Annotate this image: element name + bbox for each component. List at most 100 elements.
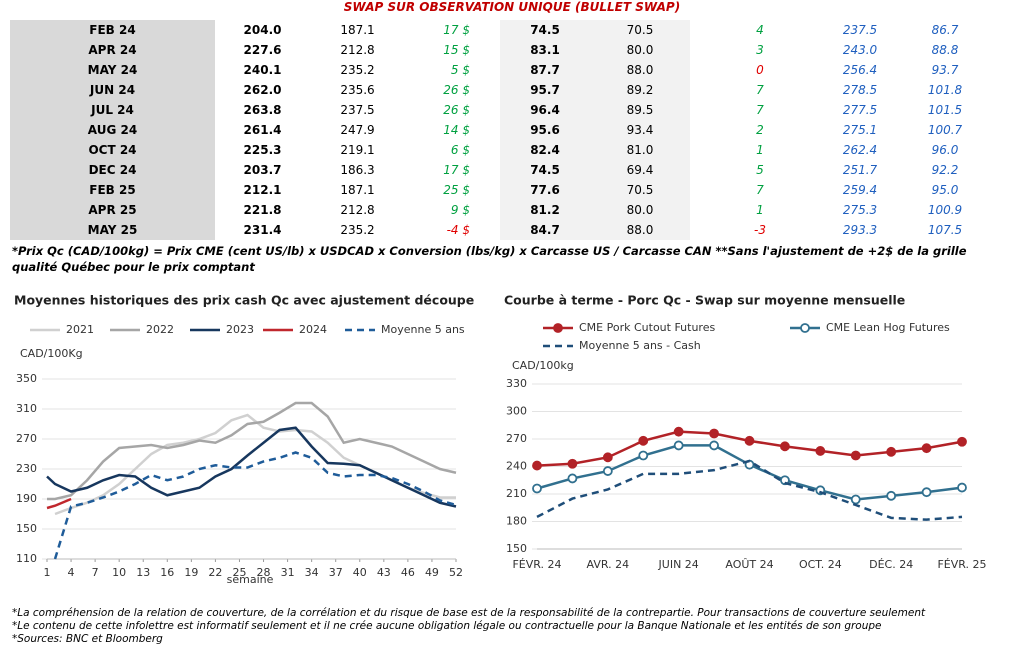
note: *Sources: BNC et Bloomberg xyxy=(12,633,163,645)
table-cell: 100.9 xyxy=(927,203,963,217)
point xyxy=(602,452,613,463)
table-cell: 5 $ xyxy=(450,63,470,77)
table-cell: 7 xyxy=(756,83,764,97)
y-tick-label: 310 xyxy=(16,402,37,415)
point xyxy=(602,466,613,476)
series-line xyxy=(47,401,457,501)
x-tick-label: 49 xyxy=(425,566,439,579)
table-cell: 95.6 xyxy=(500,120,590,140)
table-cell: 88.0 xyxy=(590,220,690,240)
table-cell: 243.0 xyxy=(842,43,878,57)
legend-label: CME Pork Cutout Futures xyxy=(579,321,715,334)
table-cell: -4 $ xyxy=(446,223,470,237)
table-cell: AUG 24 xyxy=(10,120,215,140)
legend-label: 2023 xyxy=(226,323,254,336)
table-cell: MAY 24 xyxy=(10,60,215,80)
table-cell: 93.4 xyxy=(590,120,690,140)
swap-table: FEB 24 204.0 187.1 17 $74.5 70.5 4 237.5 86.7 AP… xyxy=(10,20,1000,240)
table-cell: 186.3 xyxy=(340,163,375,177)
x-tick-label: 7 xyxy=(92,566,99,579)
table-cell: OCT 24 xyxy=(10,140,215,160)
table-cell: 95.0 xyxy=(931,183,959,197)
table-cell: 17 $ xyxy=(443,163,470,177)
table-cell: 231.4 xyxy=(243,223,282,237)
table-cell: 3 xyxy=(756,43,764,57)
footnote: *Prix Qc (CAD/100kg) = Prix CME (cent US… xyxy=(12,244,967,274)
table-cell: 101.8 xyxy=(927,83,963,97)
table-cell: 263.8 xyxy=(243,103,282,117)
table-cell: 6 $ xyxy=(450,143,470,157)
chart-title: Courbe à terme - Porc Qc - Swap sur moye… xyxy=(504,293,905,308)
table-cell: 204.0 xyxy=(243,23,282,37)
table-cell: 212.8 xyxy=(340,203,375,217)
table-cell: 261.4 xyxy=(243,123,282,137)
table-cell: 17 $ xyxy=(443,23,470,37)
point xyxy=(957,436,967,447)
table-cell: 0 xyxy=(756,63,764,77)
x-tick-label: 22 xyxy=(208,566,222,579)
legend-marker xyxy=(800,323,810,333)
table-cell: DEC 24 xyxy=(10,160,215,180)
title: SWAP SUR OBSERVATION UNIQUE (BULLET SWAP… xyxy=(343,0,681,14)
table-cell: 81.0 xyxy=(590,140,690,160)
x-tick-label: 34 xyxy=(305,566,319,579)
legend-label: 2024 xyxy=(299,323,327,336)
legend-marker xyxy=(553,323,563,333)
x-tick-label: FÉVR. 25 xyxy=(937,558,986,571)
table-cell: 275.1 xyxy=(842,123,878,137)
legend-label: Moyenne 5 ans xyxy=(381,323,465,336)
legend-label: 2022 xyxy=(146,323,174,336)
table-cell: 93.7 xyxy=(931,63,959,77)
table-cell: -3 xyxy=(754,223,766,237)
table-cell: 95.7 xyxy=(500,80,590,100)
x-tick-label: 31 xyxy=(281,566,295,579)
table-cell: 9 $ xyxy=(450,203,470,217)
table-cell: 203.7 xyxy=(243,163,282,177)
point xyxy=(744,435,755,446)
point xyxy=(567,458,578,469)
table-cell: 212.8 xyxy=(340,43,375,57)
x-tick-label: 46 xyxy=(401,566,415,579)
note: *Le contenu de cette infolettre est info… xyxy=(12,620,882,632)
legend-label: CME Lean Hog Futures xyxy=(826,321,950,334)
point xyxy=(532,483,542,494)
table-cell: FEB 24 xyxy=(10,20,215,40)
table-cell: 1 xyxy=(756,203,764,217)
table-row: MAY 25 231.4 235.2 -4 $ 84.7 88.0 -3 293.3 107.5 xyxy=(10,220,1000,240)
point xyxy=(921,443,932,454)
table-row: JUL 24 263.8 237.5 26 $ 96.4 89.5 7 277.5 101.5 xyxy=(10,100,1000,120)
table-cell: 277.5 xyxy=(842,103,878,117)
table-cell: 26 $ xyxy=(443,103,470,117)
x-tick-label: 13 xyxy=(136,566,150,579)
point xyxy=(567,473,578,484)
table-cell: 262.4 xyxy=(842,143,878,157)
table-cell: 87.7 xyxy=(500,60,590,80)
table-cell: 82.4 xyxy=(500,140,590,160)
point xyxy=(850,450,861,461)
table-cell: 74.5 xyxy=(500,20,590,40)
y-tick-label: 150 xyxy=(16,522,37,535)
x-tick-label: 25 xyxy=(232,566,246,579)
series-line xyxy=(46,497,72,510)
y-tick-label: 230 xyxy=(16,462,37,475)
x-tick-label: 16 xyxy=(160,566,174,579)
table-cell: 14 $ xyxy=(443,123,470,137)
point xyxy=(850,494,861,505)
table-cell: 70.5 xyxy=(590,20,690,40)
table-cell: 235.2 xyxy=(340,63,375,77)
table-cell: 219.1 xyxy=(340,143,375,157)
table-cell: 262.0 xyxy=(243,83,282,97)
table-cell: 77.6 xyxy=(500,180,590,200)
x-axis-label: semaine xyxy=(227,573,274,586)
point xyxy=(815,446,826,456)
table-cell: 187.1 xyxy=(340,23,375,37)
table-cell: 293.3 xyxy=(842,223,878,237)
point xyxy=(673,426,684,437)
notes: *La compréhension de la relation de couv… xyxy=(12,607,925,646)
table-cell: 74.5 xyxy=(500,160,590,180)
table-cell: MAY 25 xyxy=(10,220,215,240)
table-cell: 235.2 xyxy=(340,223,375,237)
table-cell: 88.8 xyxy=(931,43,959,57)
table-cell: 96.4 xyxy=(500,100,590,120)
table-cell: 15 $ xyxy=(443,43,470,57)
